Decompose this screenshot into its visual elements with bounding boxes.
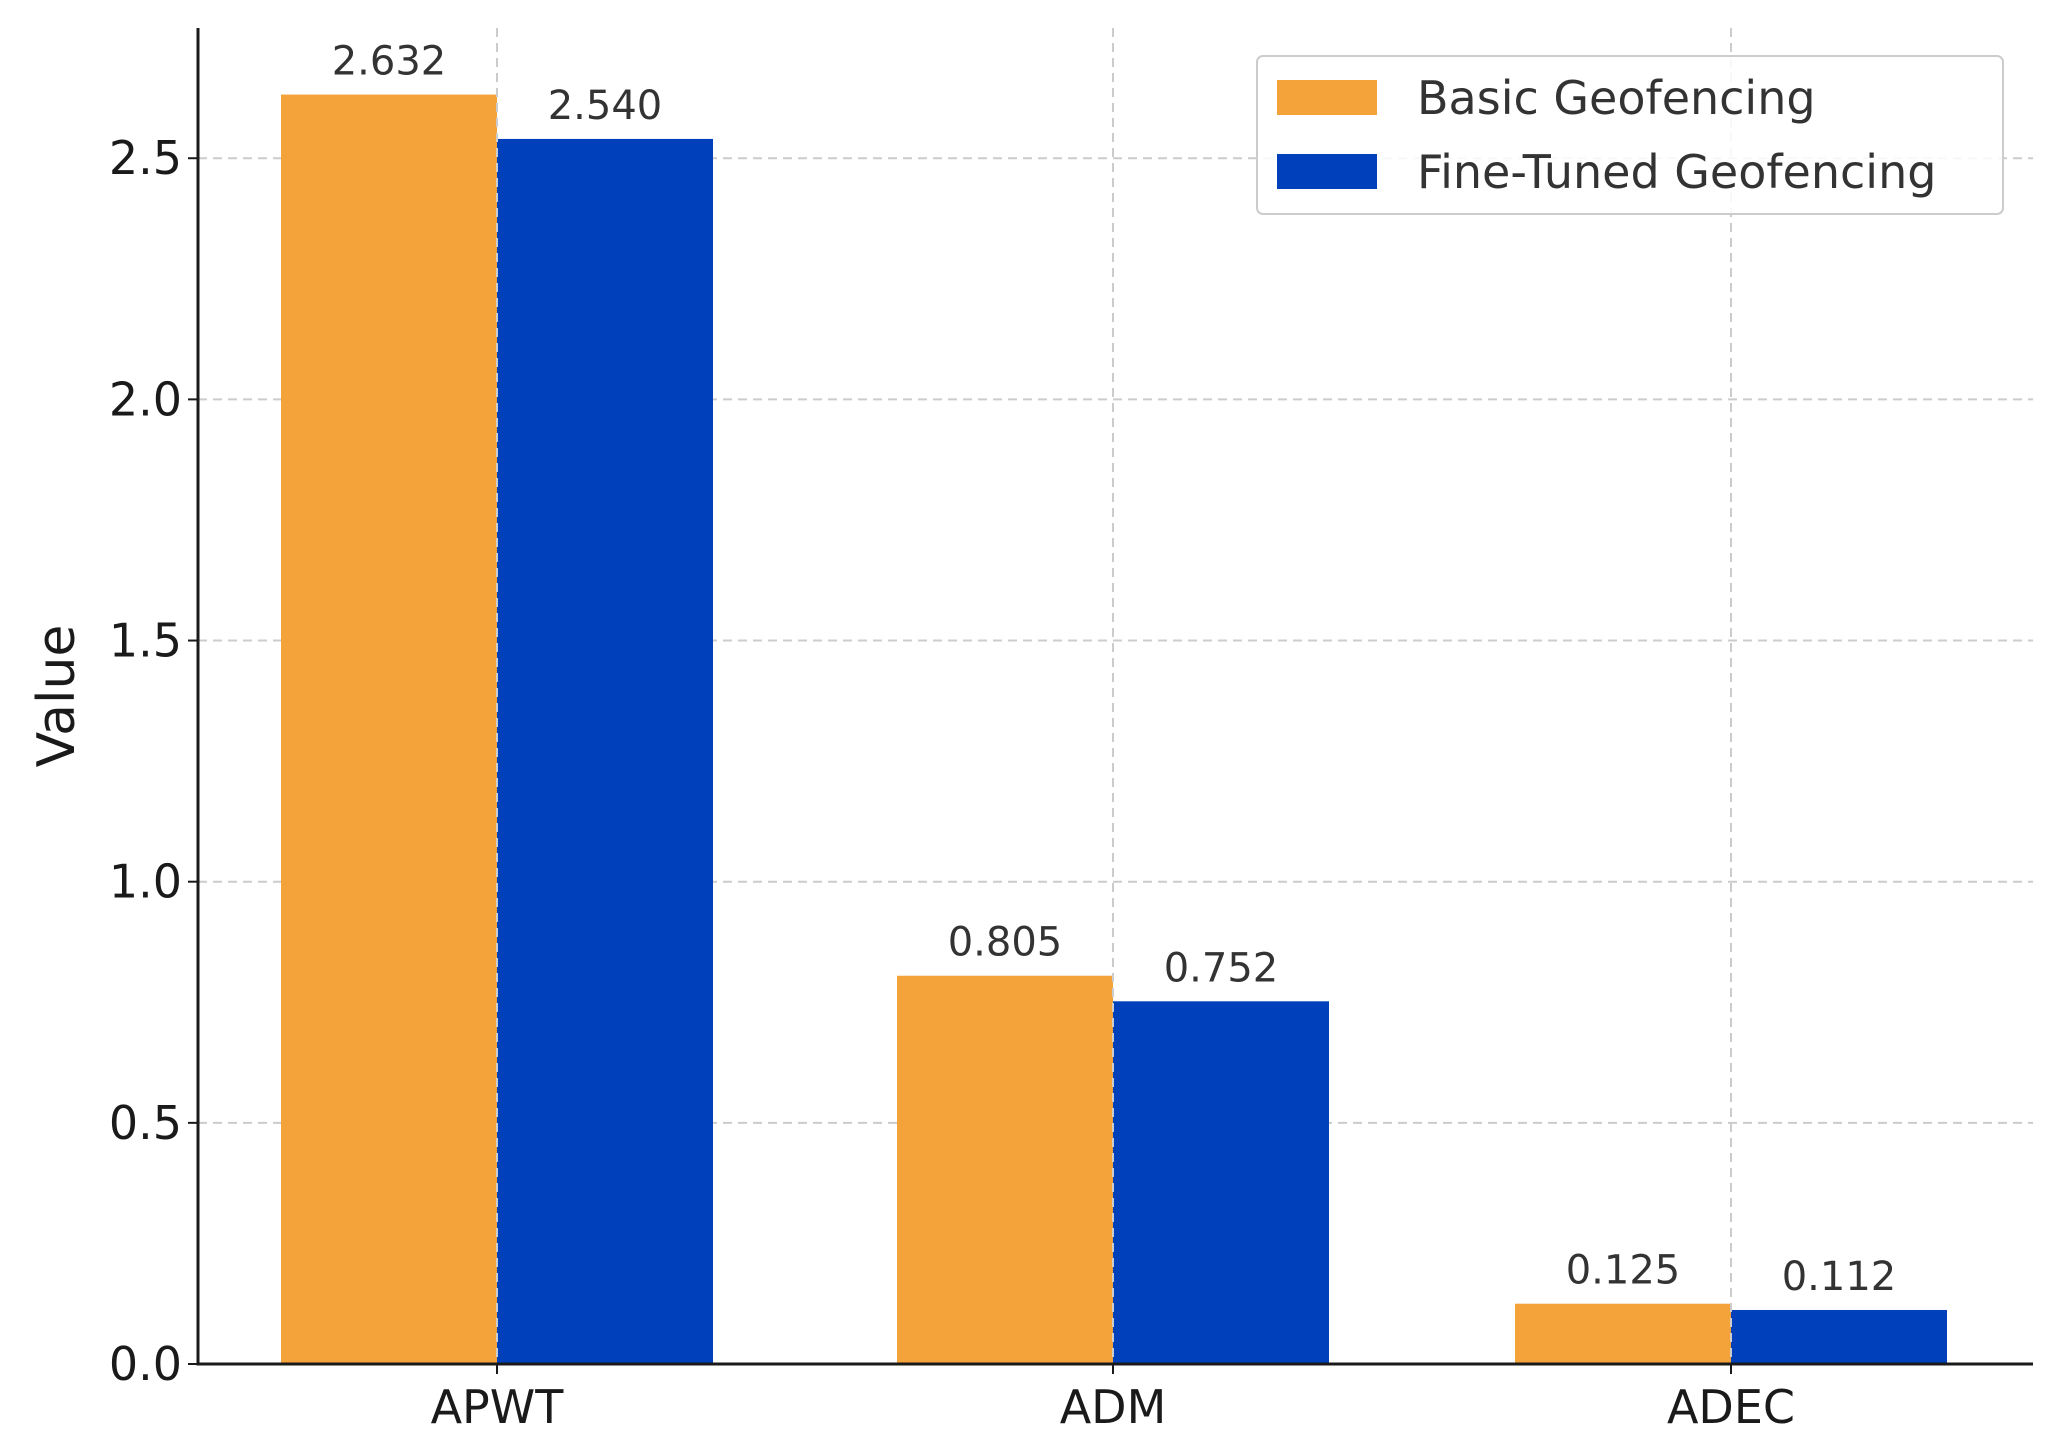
data-label: 0.752 [1164,945,1279,991]
x-tick-label: ADEC [1667,1380,1795,1434]
x-tick-label: ADM [1060,1380,1167,1434]
data-labels: 2.632 0.805 0.125 2.540 0.752 0.112 [332,28,1897,1364]
bar-adm-series-2 [1113,1001,1329,1364]
legend-label: Basic Geofencing [1417,71,1816,125]
legend-box [1256,55,2004,215]
data-label: 0.112 [1782,1254,1897,1300]
bar-adm-series-1 [897,975,1113,1364]
bar-apwt-series-2 [497,138,713,1365]
x-tick-label: APWT [431,1380,565,1434]
y-axis-title: Value [27,625,87,768]
axes: 0.0 0.5 1.0 1.5 2.0 2.5 APWT ADM ADEC Value [27,28,2033,1434]
data-label: 0.125 [1566,1248,1681,1294]
legend-label: Fine-Tuned Geofencing [1417,145,1936,199]
bar-apwt-series-1 [281,94,497,1365]
y-tick-label: 0.5 [109,1096,182,1150]
legend: Basic Geofencing Fine-Tuned Geofencing [1256,55,2004,215]
legend-swatch [1277,154,1377,189]
legend-swatch [1277,80,1377,115]
y-tick-label: 2.5 [109,131,182,185]
data-label: 2.632 [332,39,447,85]
data-label: 0.805 [948,920,1063,966]
y-tick-label: 1.0 [109,855,182,909]
bar-adec-series-2 [1731,1309,1947,1364]
y-tick-label: 2.0 [109,372,182,426]
bars [281,94,1947,1365]
y-tick-label: 1.5 [109,614,182,668]
y-tick-label: 0.0 [109,1337,182,1391]
data-label: 2.540 [548,83,663,129]
bar-adec-series-1 [1515,1303,1731,1364]
